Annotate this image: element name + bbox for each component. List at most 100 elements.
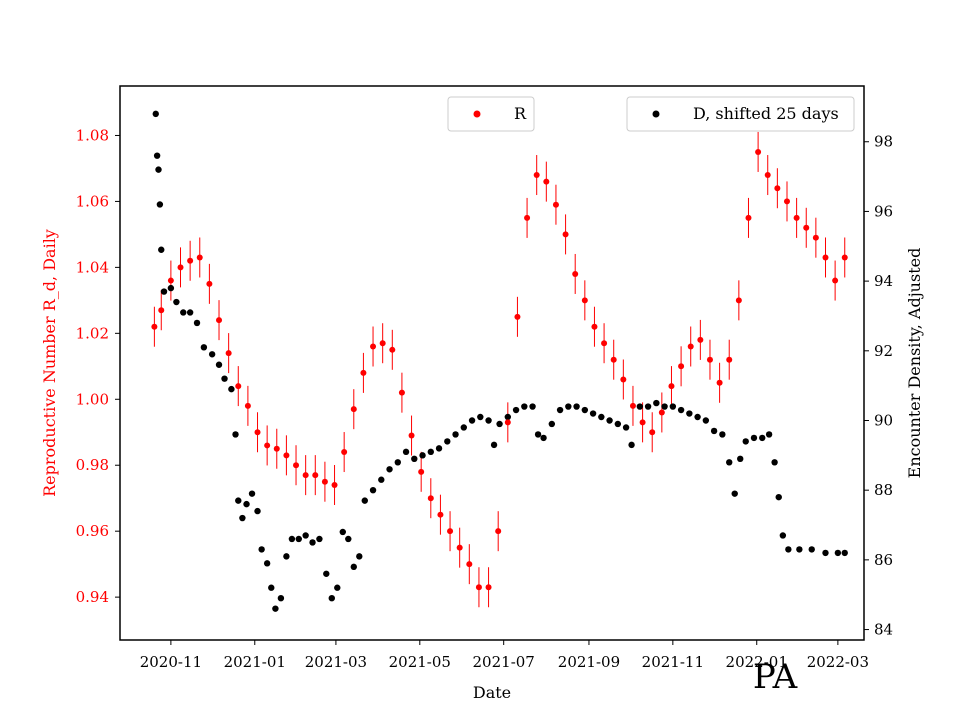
r-point: [167, 277, 174, 284]
d-point: [822, 549, 829, 557]
d-point: [759, 434, 766, 442]
x-tick-label: 2022-03: [807, 653, 869, 671]
d-point: [496, 420, 503, 428]
legend-r-label: R: [514, 104, 527, 123]
r-point: [524, 214, 531, 221]
right-y-tick-label: 96: [874, 202, 893, 220]
r-point: [562, 231, 569, 238]
left-y-tick-label: 1.08: [76, 126, 109, 144]
r-point: [668, 383, 675, 390]
x-axis: 2020-11 2021-01 2021-03 2021-05 2021-07 2021-…: [140, 640, 869, 671]
d-point: [155, 166, 162, 173]
d-point: [726, 459, 733, 466]
d-point: [208, 351, 216, 358]
d-point: [841, 549, 848, 557]
d-point: [419, 452, 426, 459]
r-point: [601, 340, 608, 347]
r-point: [379, 340, 386, 347]
d-point: [834, 549, 842, 557]
d-point: [152, 110, 159, 118]
d-point: [277, 594, 285, 602]
d-point: [394, 459, 401, 466]
r-point: [610, 356, 617, 363]
d-point: [775, 493, 782, 501]
x-tick-label: 2021-09: [558, 653, 620, 671]
r-point: [822, 254, 829, 261]
d-point: [598, 413, 605, 421]
r-point: [254, 429, 261, 436]
d-point: [295, 535, 302, 543]
r-point: [456, 544, 463, 551]
r-point: [755, 148, 762, 155]
r-point: [543, 178, 550, 185]
r-point: [312, 472, 319, 479]
d-point: [808, 546, 815, 553]
legend-r-marker: [473, 110, 481, 118]
d-point: [167, 284, 175, 292]
r-point: [206, 280, 213, 287]
d-point: [694, 413, 701, 421]
r-point: [350, 406, 357, 413]
d-point: [540, 434, 547, 442]
r-point: [360, 369, 367, 376]
r-point: [264, 442, 271, 449]
d-point: [606, 417, 613, 424]
d-point: [771, 459, 778, 466]
d-point: [427, 448, 435, 456]
d-point: [180, 309, 187, 316]
d-point: [779, 532, 787, 539]
d-point: [731, 490, 738, 497]
r-point: [196, 254, 203, 261]
d-point: [243, 500, 250, 508]
r-point: [658, 409, 665, 416]
r-point: [177, 264, 184, 271]
r-point: [726, 356, 733, 363]
r-point: [706, 356, 713, 363]
d-point: [258, 546, 265, 553]
r-point: [225, 350, 232, 357]
left-y-tick-label: 1.04: [76, 258, 109, 276]
r-point: [803, 224, 810, 231]
r-point: [533, 172, 540, 179]
d-point: [361, 497, 368, 504]
right-y-tick-label: 84: [874, 621, 893, 639]
d-point: [460, 424, 468, 431]
r-point: [697, 336, 704, 343]
d-point: [565, 403, 572, 410]
d-point: [737, 455, 744, 463]
d-point: [316, 535, 323, 543]
right-y-tick-label: 98: [874, 133, 893, 151]
d-point: [193, 319, 201, 327]
left-y-axis: 0.94 0.96 0.98 1.00 1.02 1.04 1.06 1.08: [76, 126, 120, 606]
d-point: [288, 535, 296, 543]
left-y-tick-label: 0.94: [76, 588, 109, 606]
r-point: [466, 561, 473, 568]
d-point: [160, 288, 168, 295]
d-point: [750, 434, 758, 442]
d-point: [156, 201, 164, 208]
legend-d-label: D, shifted 25 days: [693, 104, 839, 123]
r-point: [244, 402, 251, 409]
r-point: [832, 277, 839, 284]
right-y-axis: 84 86 88 90 92 94 96 98: [864, 133, 893, 639]
r-point: [793, 214, 800, 221]
d-point: [386, 466, 393, 473]
d-point: [158, 246, 165, 253]
x-tick-label: 2020-11: [140, 653, 202, 671]
d-point: [283, 553, 290, 560]
d-point: [468, 417, 476, 424]
x-tick-label: 2021-01: [224, 653, 286, 671]
r-point: [475, 584, 482, 591]
d-point: [490, 441, 498, 449]
x-axis-label: Date: [473, 683, 511, 702]
d-point: [268, 584, 275, 591]
r-point: [687, 343, 694, 350]
d-point: [719, 431, 726, 438]
r-point: [764, 172, 771, 179]
d-point: [248, 490, 256, 497]
d-point: [186, 309, 194, 316]
d-point: [334, 584, 341, 591]
r-point: [418, 468, 425, 475]
r-point: [398, 389, 405, 396]
